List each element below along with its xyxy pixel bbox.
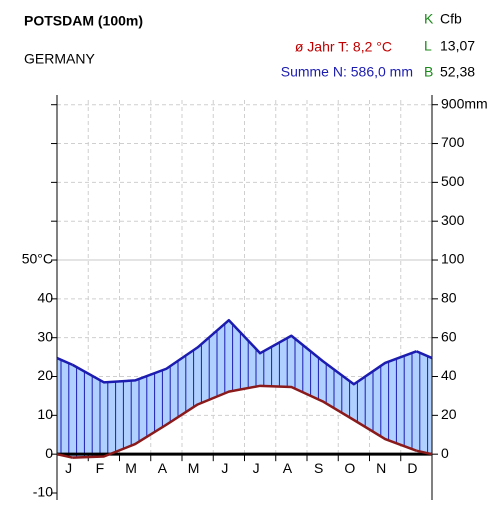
- coord-key: B: [424, 64, 433, 80]
- x-tick-label: N: [376, 460, 386, 476]
- chart-subtitle: GERMANY: [24, 51, 95, 67]
- curve-wrap: [415, 350, 433, 360]
- x-tick-label: S: [314, 460, 323, 476]
- y2-tick-label: 20: [441, 406, 457, 422]
- coord-value: 13,07: [440, 38, 475, 54]
- y2-tick-label: 500: [441, 173, 465, 189]
- chart-title: POTSDAM (100m): [24, 13, 143, 29]
- y-tick-label: 50°C: [22, 251, 53, 267]
- x-tick-label: M: [125, 460, 137, 476]
- x-tick-label: A: [158, 460, 168, 476]
- y2-tick-label: 700: [441, 134, 465, 150]
- y-tick-label: 20: [37, 367, 53, 383]
- y2-tick-label: 300: [441, 212, 465, 228]
- y2-tick-label: 60: [441, 328, 457, 344]
- y2-tick-label: 80: [441, 290, 457, 306]
- curve-wrap: [56, 356, 74, 367]
- curve-wrap: [416, 449, 433, 456]
- y-tick-label: 40: [37, 290, 53, 306]
- temperature-line: [72, 384, 417, 459]
- y2-tick-label: 900mm: [441, 95, 488, 111]
- coord-value: 52,38: [440, 64, 475, 80]
- x-tick-label: M: [188, 460, 200, 476]
- x-tick-label: A: [283, 460, 293, 476]
- coord-key: K: [424, 11, 434, 27]
- humid-area: [57, 320, 432, 458]
- precipitation-line: [72, 318, 417, 386]
- y2-tick-label: 0: [441, 445, 449, 461]
- y-tick-label: 0: [45, 445, 53, 461]
- x-tick-label: F: [96, 460, 105, 476]
- y-tick-label: 30: [37, 328, 53, 344]
- y2-tick-label: 100: [441, 251, 465, 267]
- y-tick-label: 10: [37, 406, 53, 422]
- y-tick-label: -10: [33, 484, 53, 500]
- coord-key: L: [424, 38, 432, 54]
- x-tick-label: J: [65, 460, 72, 476]
- x-tick-label: J: [221, 460, 228, 476]
- temperature-stat: ø Jahr T: 8,2 °C: [295, 39, 392, 55]
- y2-tick-label: 40: [441, 367, 457, 383]
- x-tick-label: J: [253, 460, 260, 476]
- curve-wrap: [56, 452, 73, 459]
- x-tick-label: D: [407, 460, 417, 476]
- precipitation-stat: Summe N: 586,0 mm: [281, 64, 413, 80]
- x-tick-label: O: [344, 460, 355, 476]
- coord-value: Cfb: [440, 11, 462, 27]
